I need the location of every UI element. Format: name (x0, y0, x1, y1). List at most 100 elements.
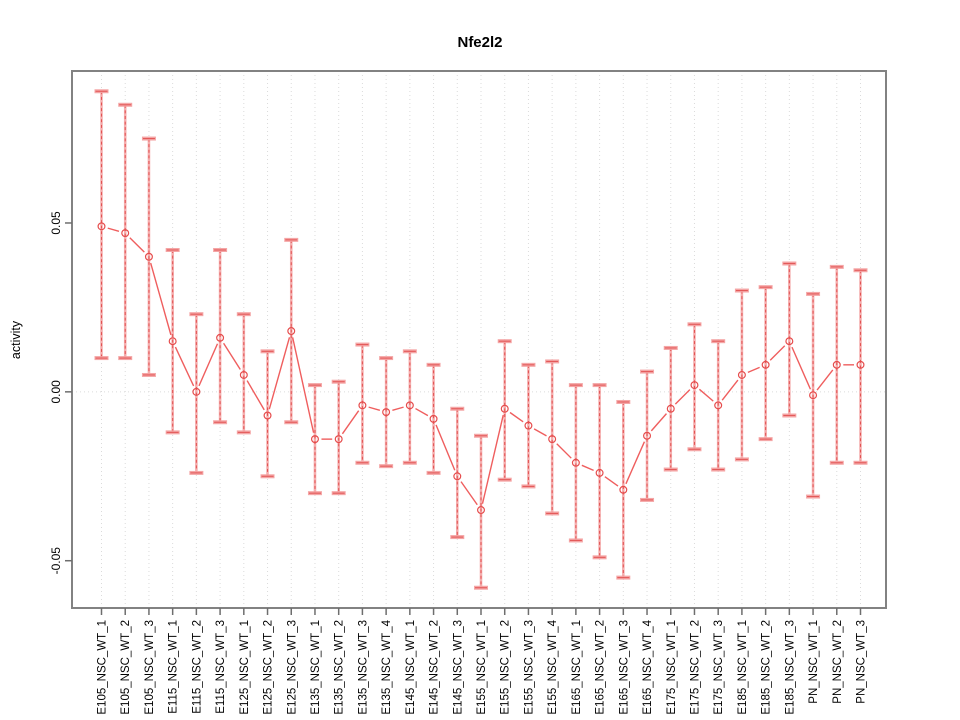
data-point (595, 468, 604, 477)
series-segment (581, 464, 594, 471)
series-segment (509, 411, 524, 423)
x-tick-label: E185_NSC_WT_1 (737, 620, 749, 715)
x-tick-label: E155_NSC_WT_1 (476, 620, 488, 715)
data-point (737, 370, 746, 379)
x-tick-label: E155_NSC_WT_4 (547, 619, 559, 714)
x-tick-label: E145_NSC_WT_3 (452, 620, 464, 715)
x-tick-label: E165_NSC_WT_4 (642, 619, 654, 714)
x-tick-label: E175_NSC_WT_2 (689, 620, 701, 715)
x-tick-label: E165_NSC_WT_2 (595, 620, 607, 715)
x-tick-label: E135_NSC_WT_3 (357, 620, 369, 715)
x-tick-label: E145_NSC_WT_2 (429, 620, 441, 715)
data-point (619, 485, 628, 494)
series-segment (556, 443, 572, 459)
x-tick-label: E155_NSC_WT_3 (523, 620, 535, 715)
x-tick-label: E165_NSC_WT_1 (571, 620, 583, 715)
x-tick-label: E105_NSC_WT_1 (97, 620, 109, 715)
series-segment (674, 389, 691, 405)
x-tick-label: E135_NSC_WT_2 (334, 620, 346, 715)
y-tick-label: 0.05 (49, 211, 63, 235)
x-tick-label: E165_NSC_WT_3 (618, 620, 630, 715)
data-point (97, 222, 106, 231)
series-segment (481, 414, 504, 504)
x-tick-label: E175_NSC_WT_3 (713, 620, 725, 715)
series-segment (392, 406, 404, 412)
data-point (453, 472, 462, 481)
data-point (666, 404, 675, 413)
chart-title: Nfe2l2 (457, 34, 502, 51)
data-point (761, 360, 770, 369)
series-segment (107, 227, 120, 233)
series-segment (816, 369, 834, 391)
series-segment (223, 342, 241, 370)
data-point (643, 431, 652, 440)
series-segment (268, 337, 291, 410)
series-segment (791, 346, 812, 390)
x-tick-label: E135_NSC_WT_1 (310, 620, 322, 715)
series-segment (721, 379, 739, 401)
series-segment (129, 237, 145, 253)
data-point (832, 360, 841, 369)
data-point (785, 337, 794, 346)
data-point (192, 387, 201, 396)
data-point (548, 435, 557, 444)
x-tick-label: E135_NSC_WT_4 (381, 619, 393, 714)
series-segment (341, 410, 360, 435)
data-point (263, 411, 272, 420)
data-point (809, 391, 818, 400)
series-segment (246, 380, 265, 411)
x-tick-label: PN_NSC_WT_1 (808, 620, 820, 704)
data-point (334, 435, 343, 444)
series-segment (291, 337, 315, 433)
x-tick-label: E185_NSC_WT_2 (761, 620, 773, 715)
x-tick-label: E125_NSC_WT_2 (263, 620, 275, 715)
x-tick-label: E125_NSC_WT_1 (239, 620, 251, 715)
series-segment (368, 406, 381, 412)
data-point (239, 370, 248, 379)
data-point (287, 327, 296, 336)
data-point (382, 408, 391, 417)
data-point (358, 401, 367, 410)
series-segment (415, 407, 429, 417)
series-segment (460, 481, 478, 506)
series-segment (604, 476, 619, 487)
series-segment (698, 388, 714, 402)
x-tick-label: E115_NSC_WT_3 (215, 620, 227, 714)
series-segment (198, 343, 219, 387)
data-point (524, 421, 533, 430)
series-segment (650, 413, 667, 432)
y-tick-label: 0.00 (49, 380, 63, 404)
plot-frame (71, 70, 887, 609)
x-tick-label: E155_NSC_WT_2 (500, 620, 512, 715)
x-tick-label: E115_NSC_WT_1 (168, 620, 180, 714)
data-point (310, 435, 319, 444)
x-tick-label: E115_NSC_WT_2 (191, 620, 203, 714)
x-tick-label: E185_NSC_WT_3 (784, 620, 796, 715)
x-tick-label: E145_NSC_WT_1 (405, 620, 417, 715)
y-tick-label: -0.05 (49, 547, 63, 575)
series-segment (625, 441, 646, 485)
data-point (429, 414, 438, 423)
data-point (856, 360, 865, 369)
series-segment (150, 262, 172, 336)
x-tick-label: E105_NSC_WT_2 (120, 620, 132, 715)
data-point (121, 229, 130, 238)
series-segment (747, 366, 760, 374)
y-axis-label: activity (9, 320, 23, 359)
data-point (690, 381, 699, 390)
series-segment (769, 345, 786, 361)
data-point (216, 333, 225, 342)
series-segment (174, 346, 195, 387)
data-point (500, 404, 509, 413)
series-segment (435, 424, 456, 471)
data-point (571, 458, 580, 467)
x-tick-label: E175_NSC_WT_1 (666, 620, 678, 715)
data-point (144, 252, 153, 261)
x-tick-label: PN_NSC_WT_2 (832, 620, 844, 704)
data-point (405, 401, 414, 410)
data-point (477, 506, 486, 515)
data-point (714, 401, 723, 410)
series-segment (533, 428, 547, 437)
